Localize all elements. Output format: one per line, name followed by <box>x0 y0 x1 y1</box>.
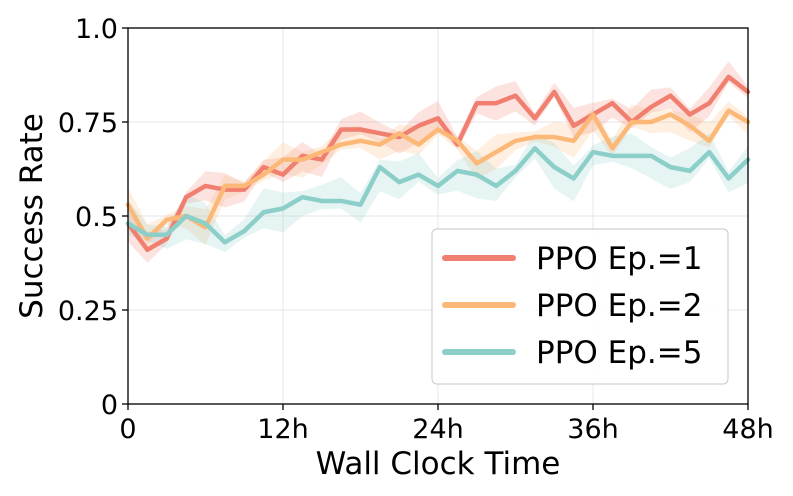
x-tick-label: 48h <box>722 414 773 445</box>
legend-box <box>431 228 729 385</box>
y-tick-label: 0 <box>101 390 118 421</box>
series-line-ep5 <box>125 146 751 245</box>
y-tick-label: 1.0 <box>75 14 118 45</box>
x-tick-label: 0 <box>119 414 136 445</box>
x-axis-title: Wall Clock Time <box>316 446 561 482</box>
axis-ticks: 0 12h 24h 36h 48h 0 0.25 0.5 0.75 1.0 <box>58 14 774 445</box>
series-line-ep2 <box>125 108 751 241</box>
x-tick-label: 36h <box>567 414 618 445</box>
x-tick-label: 24h <box>412 414 463 445</box>
legend-label-ep1: PPO Ep.=1 <box>536 241 702 277</box>
y-axis-title: Success Rate <box>14 113 50 319</box>
band-ep1 <box>128 61 748 263</box>
series-lines <box>125 74 751 253</box>
series-line-ep1 <box>125 74 751 253</box>
legend-label-ep2: PPO Ep.=2 <box>536 288 702 324</box>
legend: PPO Ep.=1 PPO Ep.=2 PPO Ep.=5 <box>431 228 729 385</box>
band-ep5 <box>128 133 748 252</box>
y-tick-label: 0.25 <box>58 296 118 327</box>
legend-label-ep5: PPO Ep.=5 <box>536 335 702 371</box>
y-tick-label: 0.75 <box>58 108 118 139</box>
x-tick-label: 12h <box>257 414 308 445</box>
y-tick-label: 0.5 <box>75 202 118 233</box>
